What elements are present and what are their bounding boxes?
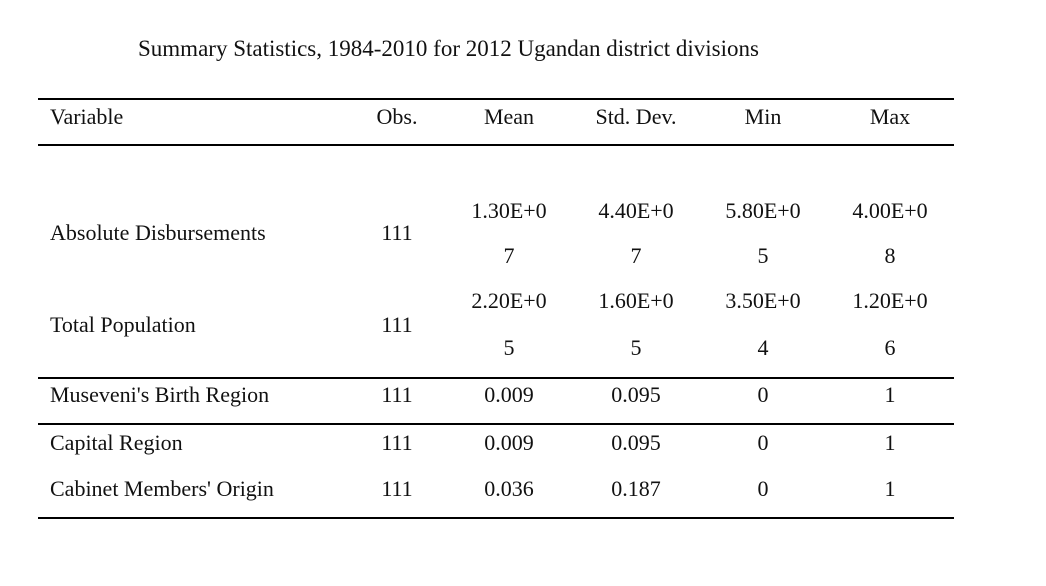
max-cell-line2: 8 bbox=[884, 243, 896, 268]
min-cell: 0 bbox=[757, 430, 769, 455]
header-max: Max bbox=[869, 104, 911, 129]
min-cell-line2: 4 bbox=[757, 335, 769, 360]
mean-cell-line1: 1.30E+0 bbox=[471, 198, 547, 223]
std-cell-line1: 4.40E+0 bbox=[598, 198, 674, 223]
max-cell: 1 bbox=[884, 430, 896, 455]
top-rule bbox=[38, 98, 954, 100]
mean-cell-line2: 5 bbox=[503, 335, 515, 360]
std-cell: 0.095 bbox=[611, 430, 661, 455]
min-cell-line1: 3.50E+0 bbox=[725, 288, 801, 313]
header-rule bbox=[38, 144, 954, 146]
obs-cell: 111 bbox=[381, 220, 413, 245]
max-cell-line1: 4.00E+0 bbox=[852, 198, 928, 223]
min-cell-line1: 5.80E+0 bbox=[725, 198, 801, 223]
mean-cell: 0.009 bbox=[484, 430, 534, 455]
row-rule-1 bbox=[38, 377, 954, 379]
obs-cell: 111 bbox=[381, 430, 413, 455]
header-min: Min bbox=[744, 104, 782, 129]
std-cell-line2: 5 bbox=[630, 335, 642, 360]
std-cell: 0.187 bbox=[611, 476, 661, 501]
header-std-dev: Std. Dev. bbox=[595, 104, 677, 129]
table-title: Summary Statistics, 1984-2010 for 2012 U… bbox=[138, 36, 759, 61]
min-cell: 0 bbox=[757, 476, 769, 501]
mean-cell-line1: 2.20E+0 bbox=[471, 288, 547, 313]
mean-cell: 0.009 bbox=[484, 382, 534, 407]
obs-cell: 111 bbox=[381, 382, 413, 407]
header-mean: Mean bbox=[483, 104, 535, 129]
obs-cell: 111 bbox=[381, 312, 413, 337]
mean-cell: 0.036 bbox=[484, 476, 534, 501]
row-label: Museveni's Birth Region bbox=[50, 382, 270, 407]
obs-cell: 111 bbox=[381, 476, 413, 501]
min-cell-line2: 5 bbox=[757, 243, 769, 268]
row-rule-2 bbox=[38, 423, 954, 425]
min-cell: 0 bbox=[757, 382, 769, 407]
max-cell-line2: 6 bbox=[884, 335, 896, 360]
row-label: Total Population bbox=[50, 312, 196, 337]
row-label: Absolute Disbursements bbox=[50, 220, 266, 245]
std-cell-line2: 7 bbox=[630, 243, 642, 268]
mean-cell-line2: 7 bbox=[503, 243, 515, 268]
std-cell-line1: 1.60E+0 bbox=[598, 288, 674, 313]
header-variable: Variable bbox=[50, 104, 124, 129]
bottom-rule bbox=[38, 517, 954, 519]
max-cell: 1 bbox=[884, 476, 896, 501]
max-cell-line1: 1.20E+0 bbox=[852, 288, 928, 313]
std-cell: 0.095 bbox=[611, 382, 661, 407]
header-obs: Obs. bbox=[376, 104, 418, 129]
row-label: Cabinet Members' Origin bbox=[50, 476, 274, 501]
max-cell: 1 bbox=[884, 382, 896, 407]
row-label: Capital Region bbox=[50, 430, 183, 455]
